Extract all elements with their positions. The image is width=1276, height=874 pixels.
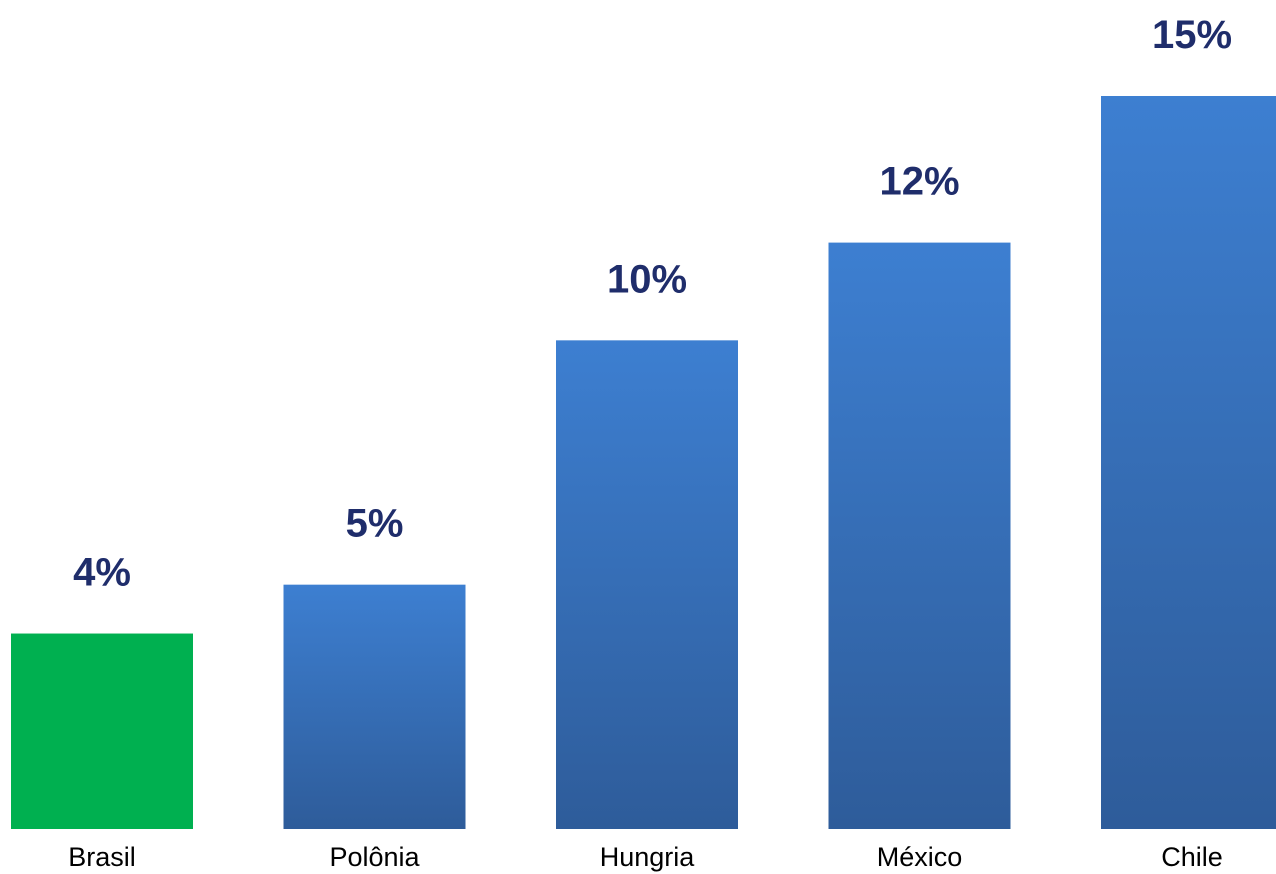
value-labels-group: 4% 5% 10% 12% 15% — [73, 13, 1232, 595]
bar-hungria — [556, 340, 738, 829]
value-label-chile: 15% — [1152, 13, 1232, 57]
category-label-hungria: Hungria — [600, 842, 696, 872]
category-label-mexico: México — [877, 842, 963, 872]
category-label-polonia: Polônia — [329, 842, 420, 872]
bar-polonia — [283, 584, 466, 829]
category-label-brasil: Brasil — [68, 842, 136, 872]
bars-group — [11, 96, 1276, 830]
category-labels-group: Brasil Polônia Hungria México Chile — [68, 842, 1223, 872]
value-label-hungria: 10% — [607, 257, 687, 301]
bar-chile — [1101, 96, 1276, 829]
value-label-mexico: 12% — [879, 160, 959, 204]
bar-mexico — [828, 242, 1011, 830]
value-label-brasil: 4% — [73, 551, 131, 595]
category-label-chile: Chile — [1161, 842, 1223, 872]
bar-brasil — [11, 633, 193, 829]
value-label-polonia: 5% — [346, 502, 404, 546]
